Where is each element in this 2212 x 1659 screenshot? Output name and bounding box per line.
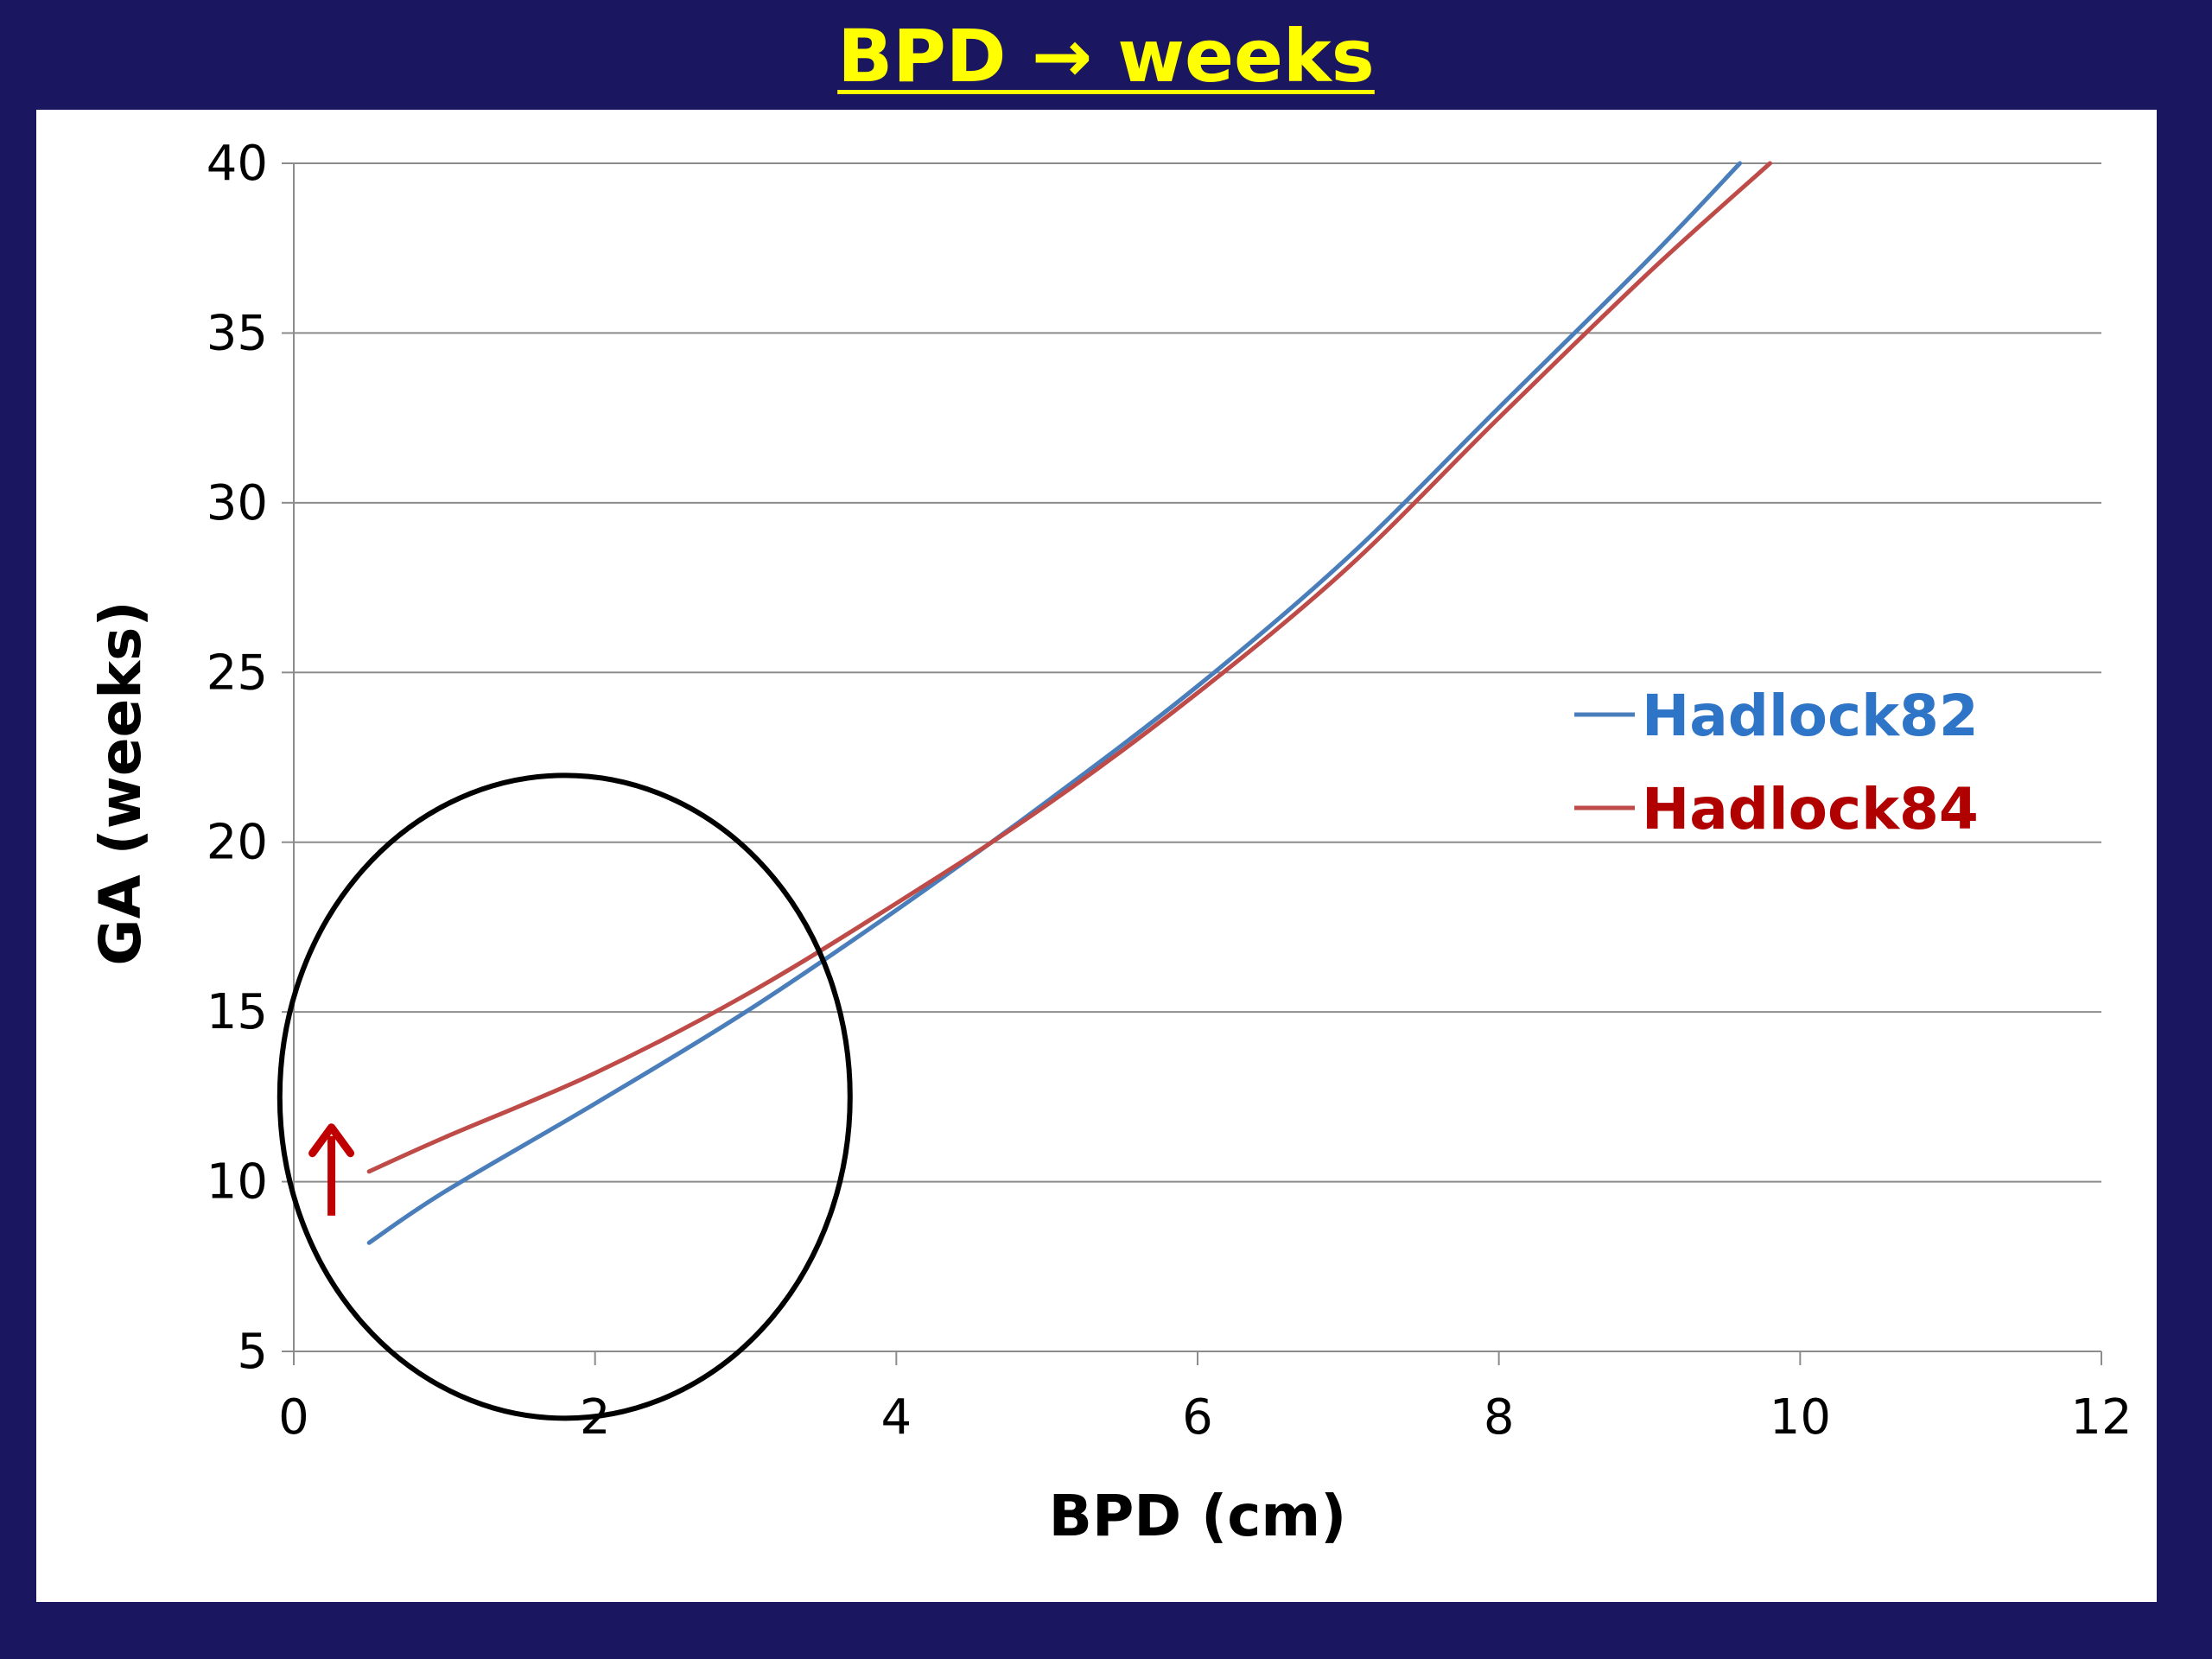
y-tick-label: 10 (207, 1154, 268, 1211)
arrow-up-icon (308, 1123, 355, 1158)
x-tick-label: 6 (1182, 1389, 1213, 1446)
y-tick-label: 40 (207, 136, 268, 192)
x-tick-label: 12 (2070, 1389, 2132, 1446)
y-tick-label: 15 (207, 984, 268, 1040)
y-tick-label: 5 (237, 1324, 268, 1380)
highlight-ellipse (276, 772, 853, 1421)
y-tick-label: 35 (207, 305, 268, 361)
annotations (276, 772, 853, 1421)
series-line-hadlock84 (366, 161, 1772, 1174)
y-tick-label: 25 (207, 645, 268, 701)
y-tick-label: 20 (207, 815, 268, 871)
x-tick-label: 0 (278, 1389, 309, 1446)
x-tick-label: 8 (1484, 1389, 1515, 1446)
x-tick-label: 4 (881, 1389, 912, 1446)
y-axis-title: GA (weeks) (87, 601, 154, 965)
chart-panel: 5 10 15 20 25 30 35 40 0 2 4 6 8 10 12 Hadlock82 Hadloc… (36, 110, 2157, 1602)
legend-label-hadlock84: Hadlock84 (1642, 776, 1979, 842)
legend: Hadlock82 Hadlock84 (1574, 683, 1979, 842)
slide-title-bar: BPD → weeks (0, 0, 2212, 112)
legend-label-hadlock82: Hadlock82 (1642, 683, 1979, 749)
x-tick-label: 10 (1770, 1389, 1831, 1446)
grid-lines (294, 162, 2101, 1352)
slide-title: BPD → weeks (837, 14, 1375, 99)
series-lines (366, 161, 1772, 1245)
series-line-hadlock82 (366, 161, 1743, 1245)
x-axis-title: BPD (cm) (1049, 1483, 1347, 1549)
y-tick-label: 30 (207, 475, 268, 531)
